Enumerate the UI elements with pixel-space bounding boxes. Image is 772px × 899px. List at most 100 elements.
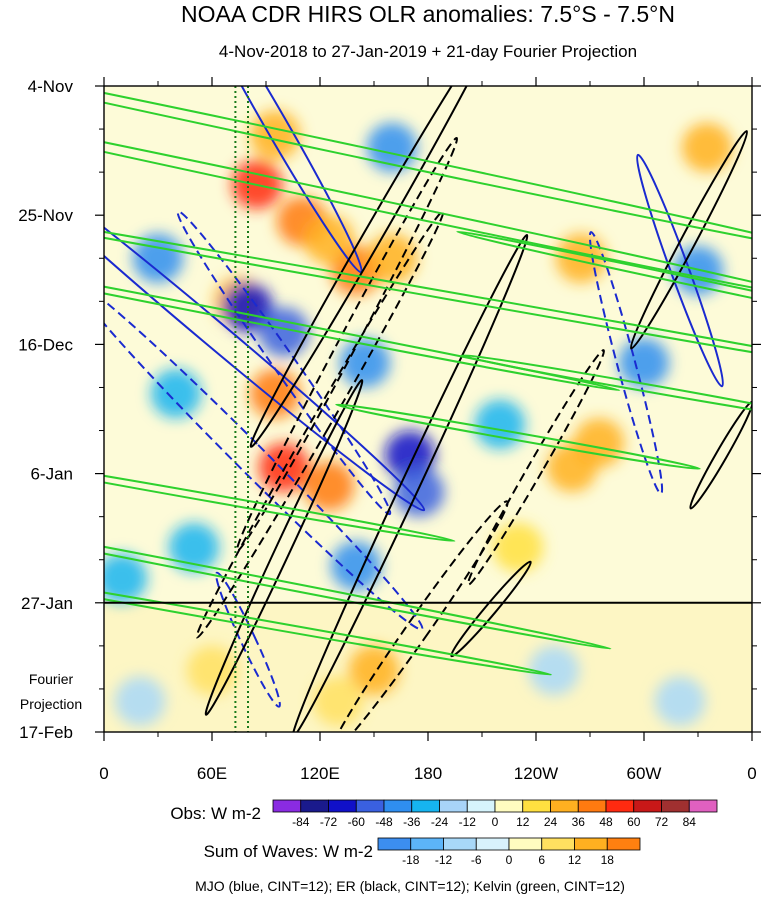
obs-colorbar-level-label: -48	[375, 815, 393, 829]
waves-colorbar-level-label: 6	[538, 853, 545, 867]
waves-colorbar-swatch-2	[443, 837, 477, 851]
obs-colorbar-swatch-0	[272, 799, 302, 813]
obs-colorbar-swatch-11	[577, 799, 607, 813]
er-contour-4	[204, 379, 364, 716]
mjo-contour-6	[215, 571, 281, 708]
y-axis: 4-Nov 25-Nov 16-Dec 6-Jan 27-Jan 17-Feb	[18, 77, 761, 742]
anomaly-blob-16	[366, 122, 418, 173]
obs-colorbar-swatch-1	[300, 799, 329, 813]
anomaly-blob-27	[492, 522, 544, 573]
waves-colorbar: Sum of Waves: W m-2 -18 -12 -6 0 6 12 18	[204, 837, 641, 867]
obs-colorbar: Obs: W m-2 -84 -72 -60 -48 -36 -24 -12 0 12 24 36 4…	[170, 799, 718, 829]
waves-colorbar-swatch-6	[574, 837, 608, 851]
obs-colorbar-level-label: 84	[683, 815, 697, 829]
waves-colorbar-level-label: 0	[506, 853, 513, 867]
obs-colorbar-level-label: 12	[516, 815, 530, 829]
x-tick-label: 0	[99, 764, 108, 783]
y-tick-label: 6-Jan	[30, 465, 73, 484]
obs-colorbar-level-label: -24	[431, 815, 449, 829]
obs-colorbar-level-label: -12	[459, 815, 477, 829]
waves-colorbar-swatch-3	[475, 837, 510, 851]
obs-colorbar-swatch-12	[605, 799, 635, 813]
kelvin-contour-4	[456, 230, 752, 336]
anomaly-blob-32	[528, 645, 580, 696]
x-tick-label: 60E	[197, 764, 227, 783]
kelvin-contour-8	[104, 454, 456, 543]
chart-title: NOAA CDR HIRS OLR anomalies: 7.5°S - 7.5…	[181, 1, 675, 27]
x-tick-label: 120E	[300, 764, 340, 783]
obs-colorbar-swatch-7	[466, 799, 496, 813]
anomaly-blob-14	[384, 430, 436, 480]
obs-colorbar-swatch-14	[661, 799, 690, 813]
er-contour-7	[629, 130, 749, 350]
er-contour-2	[195, 210, 445, 639]
anomaly-blob-19	[104, 553, 148, 603]
obs-colorbar-swatch-13	[633, 799, 662, 813]
anomaly-blob-28	[150, 369, 202, 419]
waves-colorbar-swatch-5	[541, 837, 575, 851]
y-tick-label: 4-Nov	[28, 77, 74, 96]
er-contour-9	[450, 560, 532, 658]
x-tick-label: 0	[747, 764, 756, 783]
anomaly-blob-24	[474, 399, 526, 449]
projection-label-line2: Projection	[20, 696, 82, 712]
projection-label-line1: Fourier	[29, 671, 74, 687]
er-contour-5	[329, 500, 509, 732]
waves-colorbar-swatch-0	[377, 837, 412, 851]
anomaly-blob-30	[348, 645, 400, 696]
obs-colorbar-level-label: 24	[544, 815, 558, 829]
mjo-contour-3	[176, 210, 392, 516]
waves-colorbar-level-label: 18	[601, 853, 615, 867]
plot-area: 4-Nov 25-Nov 16-Dec 6-Jan 27-Jan 17-Feb 0 60E 1…	[18, 77, 761, 783]
kelvin-contour-2	[104, 197, 752, 393]
kelvin-contour-3	[104, 248, 621, 392]
y-tick-label: 17-Feb	[19, 723, 73, 742]
waves-colorbar-level-label: 12	[568, 853, 582, 867]
anomaly-blob-23	[546, 442, 598, 493]
x-tick-label: 120W	[514, 764, 558, 783]
anomaly-blob-34	[114, 676, 166, 726]
y-tick-label: 16-Dec	[18, 335, 73, 354]
waves-colorbar-label: Sum of Waves: W m-2	[204, 842, 373, 861]
footer-note: MJO (blue, CINT=12); ER (black, CINT=12)…	[195, 878, 625, 894]
obs-colorbar-level-label: -36	[403, 815, 421, 829]
obs-colorbar-level-label: 36	[572, 815, 586, 829]
obs-colorbar-swatch-2	[328, 799, 357, 813]
obs-colorbar-level-label: -84	[292, 815, 310, 829]
er-contour-3	[291, 233, 529, 732]
x-axis: 0 60E 120E 180 120W 60W 0	[99, 77, 757, 783]
obs-colorbar-swatch-6	[439, 799, 468, 813]
anomaly-blob-15	[393, 467, 445, 517]
obs-colorbar-level-label: 48	[599, 815, 613, 829]
kelvin-contour-5	[461, 354, 752, 421]
obs-colorbar-level-label: 60	[627, 815, 641, 829]
obs-colorbar-swatch-9	[522, 799, 551, 813]
x-tick-label: 180	[414, 764, 442, 783]
mjo-contour-1	[104, 152, 426, 512]
obs-colorbar-swatch-4	[383, 799, 413, 813]
y-tick-label: 25-Nov	[18, 206, 73, 225]
anomaly-blob-31	[312, 676, 364, 726]
anomaly-blob-8	[366, 233, 418, 283]
obs-colorbar-level-label: 72	[655, 815, 669, 829]
waves-colorbar-level-label: -12	[435, 853, 453, 867]
y-tick-label: 27-Jan	[21, 594, 73, 613]
obs-colorbar-level-label: -60	[348, 815, 366, 829]
er-contour-6	[467, 349, 605, 586]
obs-colorbar-level-label: -72	[320, 815, 338, 829]
anomaly-blob-18	[168, 522, 220, 573]
waves-colorbar-swatch-1	[410, 837, 444, 851]
obs-colorbar-swatch-15	[688, 799, 718, 813]
obs-colorbar-swatch-3	[355, 799, 385, 813]
waves-colorbar-level-label: -18	[402, 853, 420, 867]
waves-colorbar-swatch-4	[508, 837, 543, 851]
anomaly-blob-7	[303, 461, 355, 511]
mjo-contour-5	[588, 231, 664, 495]
waves-colorbar-swatch-7	[606, 837, 641, 851]
obs-colorbar-level-label: 0	[492, 815, 499, 829]
obs-colorbar-swatch-8	[494, 799, 524, 813]
mjo-contour-2	[104, 279, 424, 631]
x-tick-label: 60W	[627, 764, 662, 783]
waves-colorbar-level-label: -6	[471, 853, 482, 867]
